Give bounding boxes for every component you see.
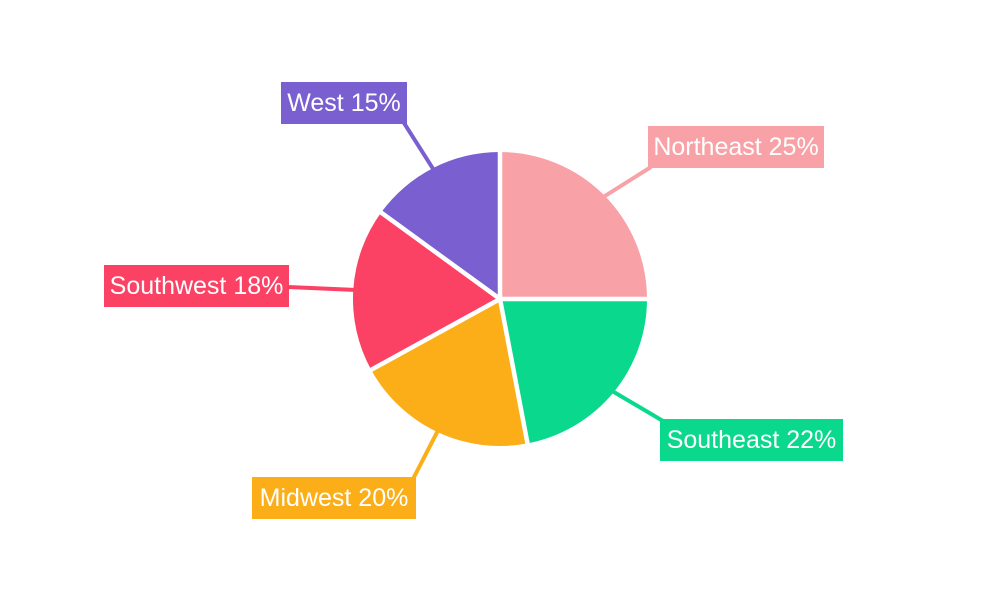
pie-slice-southeast (500, 299, 647, 444)
slice-separator-4 (378, 210, 502, 301)
leader-line-southwest (287, 285, 360, 293)
leader-line-midwest (411, 425, 442, 480)
slice-separators-group (369, 151, 648, 445)
slice-label-west: West 15% (281, 82, 407, 124)
pie-slice-northeast (500, 152, 647, 299)
slice-label-southeast: Southeast 22% (660, 419, 843, 461)
pie-slice-southwest (352, 212, 500, 370)
slice-label-text-west: West 15% (287, 88, 401, 117)
slice-label-text-northeast: Northeast 25% (653, 132, 819, 161)
slice-label-southwest: Southwest 18% (104, 265, 289, 307)
leader-line-west (402, 121, 438, 175)
pie-slices-group (352, 152, 647, 447)
slice-label-text-southeast: Southeast 22% (666, 425, 837, 454)
pie-slice-midwest (371, 299, 528, 447)
leader-line-northeast (598, 165, 653, 201)
leader-line-southeast (607, 387, 665, 423)
slice-label-midwest: Midwest 20% (252, 477, 416, 519)
slice-label-northeast: Northeast 25% (648, 126, 824, 168)
slice-label-text-southwest: Southwest 18% (109, 271, 284, 300)
slice-label-text-midwest: Midwest 20% (259, 483, 409, 512)
slice-separator-3 (369, 297, 502, 373)
slice-separator-2 (497, 298, 530, 445)
pie-slice-west (381, 152, 500, 299)
leader-lines-group (287, 121, 665, 480)
